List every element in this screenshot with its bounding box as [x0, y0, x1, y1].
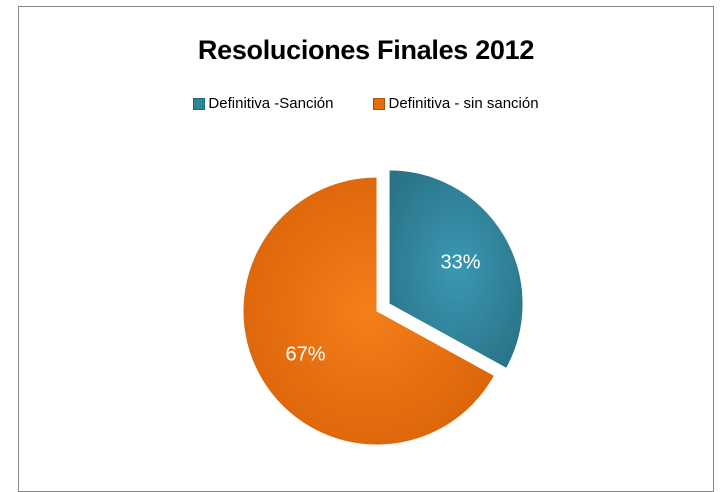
data-label-definitiva-sin-sancion: 67% [285, 343, 325, 365]
data-label-definitiva-sancion: 33% [441, 252, 481, 274]
